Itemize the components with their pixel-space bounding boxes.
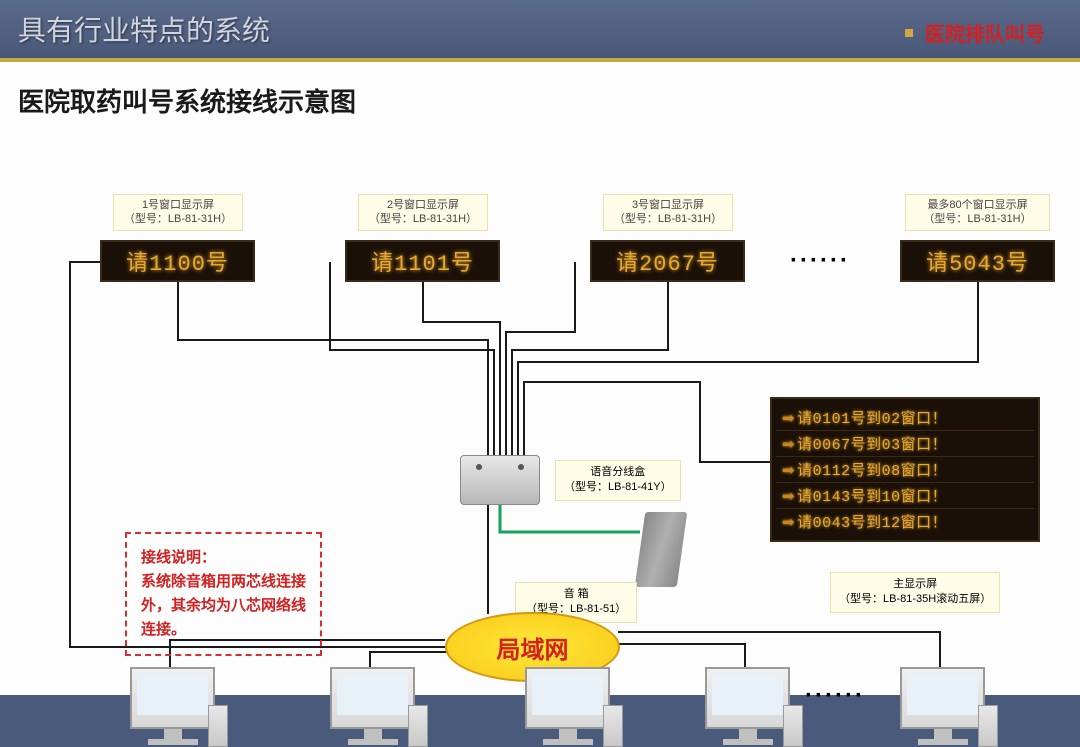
workstation bbox=[700, 667, 795, 745]
main-display-row: ➡请0067号到03窗口！ bbox=[776, 431, 1034, 457]
main-display: ➡请0101号到02窗口！ ➡请0067号到03窗口！ ➡请0112号到08窗口… bbox=[770, 397, 1040, 542]
wiring-note: 接线说明： 系统除音箱用两芯线连接 外，其余均为八芯网络线 连接。 bbox=[125, 532, 322, 656]
header-right: 医院排队叫号 bbox=[905, 18, 1045, 47]
voice-hub bbox=[460, 455, 540, 505]
header-tag: 医院排队叫号 bbox=[925, 18, 1045, 47]
display-label-3: 3号窗口显示屏 （型号：LB-81-31H） bbox=[603, 194, 733, 231]
slide-content: 医院取药叫号系统接线示意图 1号窗口显示屏 bbox=[0, 62, 1080, 695]
display-screen-4: 请5043号 bbox=[900, 240, 1055, 282]
display-screen-2: 请1101号 bbox=[345, 240, 500, 282]
ellipsis-displays: ······ bbox=[790, 247, 850, 275]
slide-header: 具有行业特点的系统 医院排队叫号 bbox=[0, 0, 1080, 58]
main-display-row: ➡请0143号到10窗口！ bbox=[776, 483, 1034, 509]
display-screen-1: 请1100号 bbox=[100, 240, 255, 282]
workstation bbox=[520, 667, 615, 745]
main-display-row: ➡请0043号到12窗口！ bbox=[776, 509, 1034, 534]
display-screen-3: 请2067号 bbox=[590, 240, 745, 282]
workstation bbox=[125, 667, 220, 745]
display-label-4: 最多80个窗口显示屏 （型号：LB-81-31H） bbox=[905, 194, 1050, 231]
header-title: 具有行业特点的系统 bbox=[18, 9, 270, 49]
bullet-icon bbox=[905, 29, 913, 37]
diagram-canvas: 1号窗口显示屏 （型号：LB-81-31H） 请1100号 2号窗口显示屏 （型… bbox=[0, 122, 1080, 695]
workstation bbox=[325, 667, 420, 745]
display-label-2: 2号窗口显示屏 （型号：LB-81-31H） bbox=[358, 194, 488, 231]
ellipsis-pcs: ······ bbox=[805, 682, 865, 710]
main-display-row: ➡请0101号到02窗口！ bbox=[776, 405, 1034, 431]
speaker-box bbox=[635, 512, 688, 587]
main-display-row: ➡请0112号到08窗口！ bbox=[776, 457, 1034, 483]
voice-hub-label: 语音分线盒 （型号：LB-81-41Y） bbox=[555, 460, 681, 501]
workstation bbox=[895, 667, 990, 745]
main-display-label: 主显示屏 （型号：LB-81-35H滚动五屏） bbox=[830, 572, 1000, 613]
display-label-1: 1号窗口显示屏 （型号：LB-81-31H） bbox=[113, 194, 243, 231]
diagram-title: 医院取药叫号系统接线示意图 bbox=[18, 82, 1062, 119]
